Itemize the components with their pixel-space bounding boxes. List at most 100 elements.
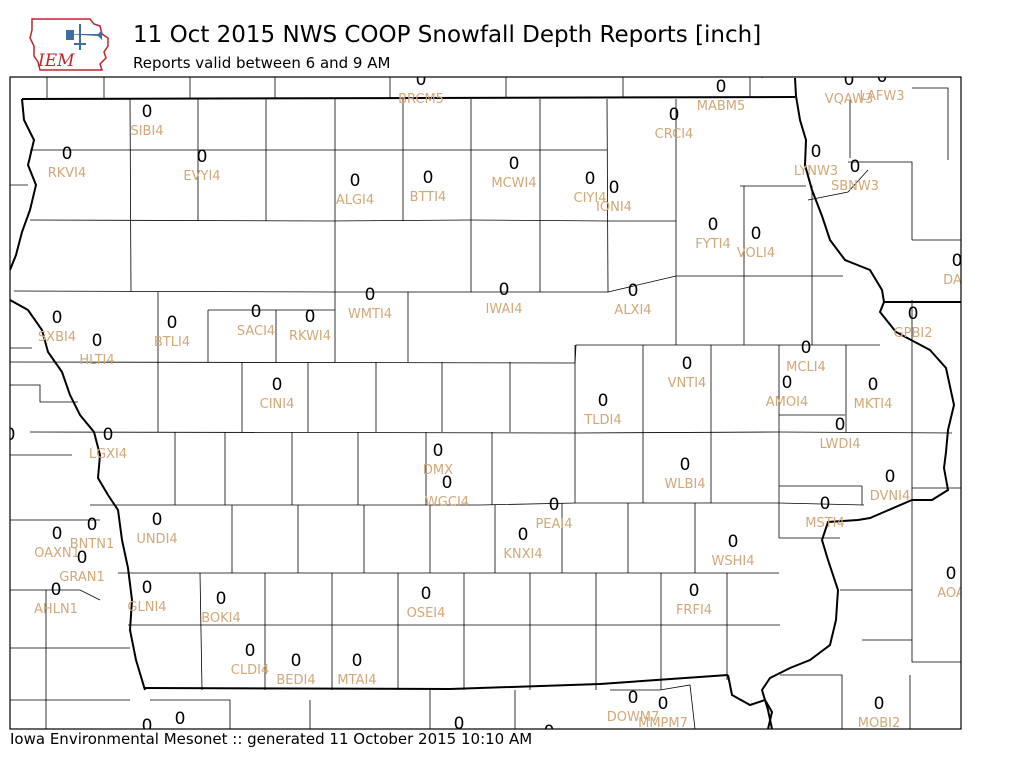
iem-logo: IEM: [29, 18, 109, 71]
station-id: CIYI4: [574, 191, 607, 206]
snow-depth-value: 0: [51, 580, 62, 600]
station-report: 0 MKTI4: [854, 375, 893, 412]
snow-depth-value: 0: [251, 302, 262, 322]
station-id: BOKI4: [201, 611, 241, 626]
snow-depth-value: 0: [877, 67, 888, 87]
station-id: UNDI4: [136, 532, 177, 547]
station-id: GLNI4: [127, 600, 166, 615]
snow-depth-value: 0: [682, 354, 693, 374]
station-id: MMPM7: [638, 716, 688, 731]
snow-depth-value: 0: [680, 455, 691, 475]
station-report: 0 SACI4: [237, 302, 275, 339]
station-id: BRCM5: [398, 92, 444, 107]
station-report: 0 AHLN1: [34, 580, 78, 617]
station-report: 0 BTLI4: [154, 313, 190, 350]
snow-depth-value: 0: [874, 694, 885, 714]
station-id: DVNI4: [870, 489, 911, 504]
snow-depth-value: 0: [811, 142, 822, 162]
station-id: PEAI4: [535, 517, 572, 532]
station-report: 0 DMX: [423, 441, 453, 478]
snow-depth-value: 0: [175, 709, 186, 729]
station-report: 0 VOLI4: [737, 224, 775, 261]
station-id: VOLI4: [737, 246, 775, 261]
snow-depth-value: 0: [272, 375, 283, 395]
snow-depth-value: 0: [433, 441, 444, 461]
station-report: 0 BNTN1: [70, 515, 115, 552]
snow-depth-value: 0: [585, 169, 596, 189]
station-id: DOWM7: [607, 710, 660, 725]
station-report: 0 RKWI4: [289, 307, 331, 344]
snow-depth-value: 0: [549, 495, 560, 515]
snow-depth-value: 0: [423, 168, 434, 188]
station-id: RKVI4: [48, 166, 87, 181]
station-report: 0 GLNI4: [127, 578, 166, 615]
station-report: 0 TLDI4: [583, 391, 621, 428]
station-id: GRAN1: [59, 570, 104, 585]
station-report: 0 RKVI4: [48, 144, 87, 181]
station-id: AMOI4: [766, 395, 808, 410]
station-id: MKTI4: [854, 397, 893, 412]
station-id: TLDI4: [583, 413, 621, 428]
station-report: 0 CLDI4: [231, 641, 269, 678]
station-id: SIBI4: [130, 124, 163, 139]
snow-depth-value: 0: [142, 716, 153, 736]
snow-depth-value: 0: [850, 157, 861, 177]
snow-depth-value: 0: [868, 375, 879, 395]
station-id: MSTI4: [805, 516, 845, 531]
station-report: 0 MABM5: [697, 77, 746, 114]
station-id: HLTI4: [79, 353, 114, 368]
station-report: 0 AOA: [937, 564, 961, 601]
station-id: MCLI4: [786, 360, 826, 375]
snow-depth-value: 0: [946, 564, 957, 584]
snow-depth-value: 0: [87, 515, 98, 535]
station-id: MOBI2: [858, 716, 900, 731]
snow-depth-value: 0: [454, 714, 465, 734]
station-report: 0 DAR: [943, 251, 961, 288]
snow-depth-value: 0: [416, 70, 427, 90]
station-report: 0 CIYI4: [574, 169, 607, 206]
station-id: CLDI4: [231, 663, 269, 678]
station-report: 0 BRCM5: [398, 70, 444, 107]
station-id: OSEI4: [407, 606, 446, 621]
snow-depth-value: 0: [844, 70, 855, 90]
station-report: 0 EVYI4: [183, 147, 220, 184]
station-id: LGXI4: [89, 447, 127, 462]
station-report: 0 KNXI4: [503, 525, 542, 562]
snow-depth-value: 0: [52, 524, 63, 544]
station-report: 0 MSTI4: [805, 494, 845, 531]
station-id: WSHI4: [712, 554, 755, 569]
station-id: RKWI4: [289, 329, 331, 344]
snow-depth-value: 0: [782, 373, 793, 393]
station-id: BNTN1: [70, 537, 115, 552]
snow-depth-value: 0: [167, 313, 178, 333]
station-report: 0 ALGI4: [336, 171, 374, 208]
snow-depth-value: 0: [103, 425, 114, 445]
snow-depth-value: 0: [305, 307, 316, 327]
snow-depth-value: 0: [518, 525, 529, 545]
station-id: SBNW3: [831, 179, 879, 194]
snow-depth-value: 0: [245, 641, 256, 661]
snow-depth-value: 0: [908, 304, 919, 324]
snow-depth-value: 0: [62, 144, 73, 164]
station-id: WLBI4: [664, 477, 705, 492]
station-id: ALGI4: [336, 193, 374, 208]
station-report: 0 WMTI4: [348, 285, 392, 322]
station-id: CRCI4: [655, 127, 694, 142]
station-id: SXBI4: [38, 330, 76, 345]
station-report: 0 SBNW3: [831, 157, 879, 194]
snow-depth-value: 0: [509, 154, 520, 174]
snow-depth-value: 0: [421, 584, 432, 604]
station-id: DMX: [423, 463, 453, 478]
station-report: 0 WGCI4: [425, 473, 469, 510]
station-id: AHLN1: [34, 602, 78, 617]
station-id: WGCI4: [425, 495, 469, 510]
station-report: 0 IWAI4: [486, 280, 523, 317]
map-subtitle: Reports valid between 6 and 9 AM: [133, 54, 391, 72]
snow-depth-value: 0: [716, 77, 727, 97]
snow-depth-value: 0: [835, 415, 846, 435]
station-id: VNTI4: [668, 376, 707, 391]
snow-depth-value: 0: [152, 510, 163, 530]
snow-depth-value: 0: [751, 224, 762, 244]
snow-depth-value: 0: [197, 147, 208, 167]
